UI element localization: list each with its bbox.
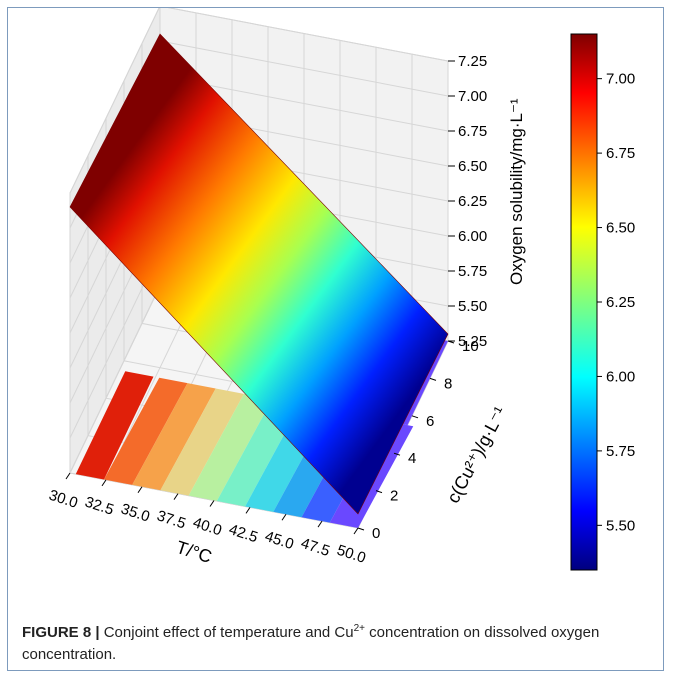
z-tick-label: 5.25 (458, 333, 487, 350)
colorbar-tick-label: 6.50 (606, 220, 635, 237)
z-axis-label: Oxygen solubility/mg·L⁻¹ (507, 98, 526, 285)
y-tick-mark (429, 377, 437, 381)
x-tick-mark (317, 520, 323, 528)
surface-mesh (69, 33, 449, 515)
figure-panel: 30.0 32.5 35.0 37.5 40.0 42.5 45.0 47.5 50.0 T/°C… (7, 7, 664, 671)
z-tick-label: 6.75 (458, 123, 487, 140)
y-axis-label: c(Cu²⁺)/g·L⁻¹ (443, 403, 510, 506)
x-tick-mark (137, 486, 143, 494)
caption-text-2: concentration on dissolved oxygen concen… (22, 624, 600, 663)
colorbar-tick-label: 6.00 (606, 368, 635, 385)
contour-band (160, 388, 244, 496)
contour-band (132, 383, 216, 491)
x-axis-label: T/°C (174, 537, 215, 567)
contour-band (188, 393, 273, 502)
y-tick-label: 6 (426, 413, 434, 430)
z-tick-label: 7.00 (458, 88, 487, 105)
y-tick-mark (411, 415, 419, 419)
contour-band (75, 371, 154, 480)
x-tick-label: 40.0 (191, 514, 224, 539)
z-tick-label: 5.75 (458, 263, 487, 280)
z-tick-label: 6.00 (458, 228, 487, 245)
x-tick-mark (353, 527, 359, 535)
y-tick-label: 8 (444, 375, 452, 392)
x-tick-label: 32.5 (83, 494, 116, 519)
y-tick-label: 4 (408, 450, 416, 467)
x-tick-label: 50.0 (335, 542, 368, 567)
x-tick-label: 35.0 (119, 500, 152, 525)
chart-area: 30.0 32.5 35.0 37.5 40.0 42.5 45.0 47.5 50.0 T/°C… (8, 8, 665, 608)
surface-chart: 30.0 32.5 35.0 37.5 40.0 42.5 45.0 47.5 50.0 T/°C… (47, 8, 635, 571)
surface-patch (69, 33, 449, 515)
x-tick-label: 47.5 (299, 535, 332, 560)
colorbar-tick-label: 5.75 (606, 443, 635, 460)
y-tick-label: 0 (372, 525, 380, 542)
colorbar-tick-label: 6.25 (606, 294, 635, 311)
y-tick-label: 10 (462, 338, 479, 355)
colorbar-tick-label: 7.00 (606, 71, 635, 88)
x-tick-label: 37.5 (155, 507, 188, 532)
x-tick-mark (281, 513, 287, 521)
y-tick-mark (357, 527, 365, 531)
x-tick-mark (101, 479, 107, 487)
z-tick-label: 6.50 (458, 158, 487, 175)
colorbar-tick-label: 5.50 (606, 517, 635, 534)
x-tick-label: 45.0 (263, 528, 296, 553)
y-tick-mark (375, 490, 383, 494)
contour-band (103, 377, 188, 485)
x-tick-mark (65, 472, 71, 480)
z-tick-label: 7.25 (458, 53, 487, 70)
colorbar-tick-label: 6.75 (606, 145, 635, 162)
z-tick-label: 6.25 (458, 193, 487, 210)
caption-text-1: Conjoint effect of temperature and Cu (103, 624, 354, 641)
x-tick-mark (173, 493, 179, 500)
caption-ion-charge: 2+ (353, 623, 365, 634)
figure-caption: FIGURE 8 | Conjoint effect of temperatur… (22, 622, 652, 666)
y-tick-mark (393, 452, 401, 456)
z-tick-label: 5.50 (458, 298, 487, 315)
gridline-z (69, 8, 449, 194)
figure-label: FIGURE 8 | (22, 624, 100, 641)
x-tick-label: 30.0 (47, 487, 80, 512)
x-tick-mark (245, 507, 251, 514)
x-tick-mark (209, 500, 215, 507)
colorbar: 5.50 5.75 6.00 6.25 6.50 6.75 7.00 (570, 33, 635, 571)
colorbar-gradient (570, 33, 598, 571)
x-tick-label: 42.5 (227, 521, 260, 546)
y-tick-label: 2 (390, 488, 398, 505)
